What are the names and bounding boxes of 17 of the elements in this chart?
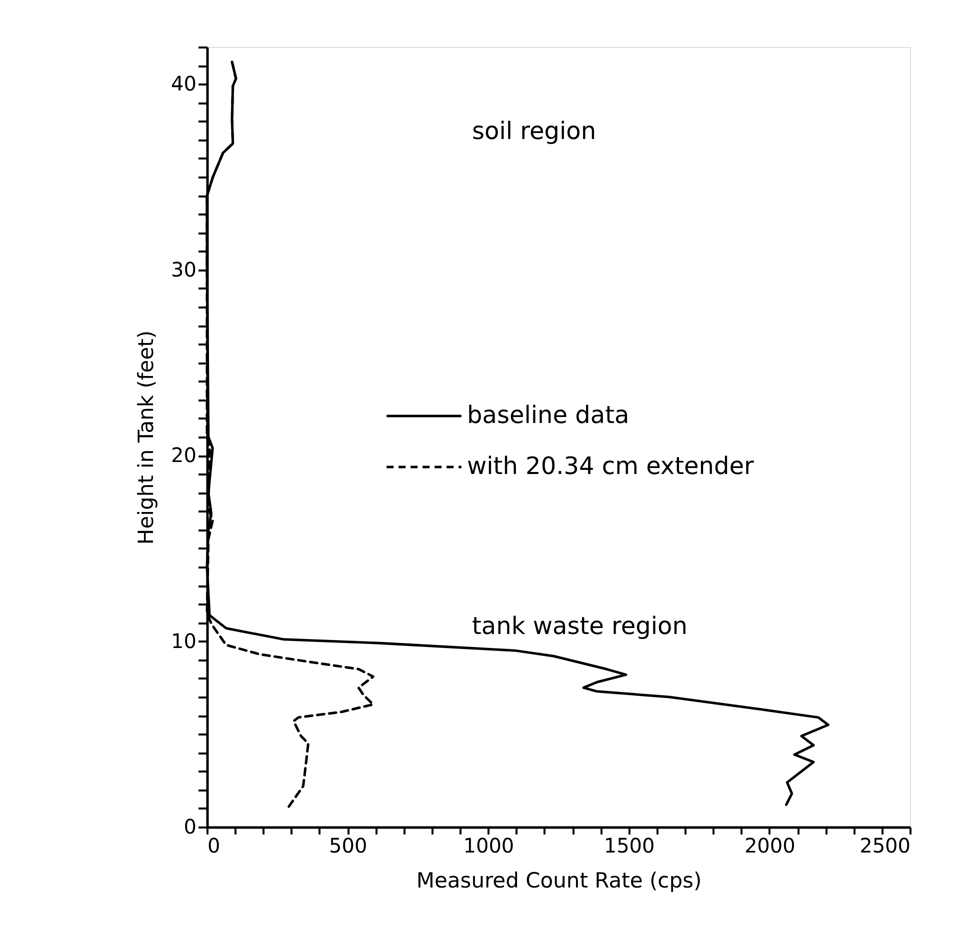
legend-label: baseline data (467, 401, 630, 429)
y-tick-label: 30 (171, 257, 196, 282)
x-tick-label: 2000 (744, 834, 796, 858)
y-tick-label: 0 (184, 814, 196, 838)
x-tick-label: 0 (208, 834, 220, 858)
x-tick-label: 1500 (604, 834, 655, 858)
legend-label: with 20.34 cm extender (467, 452, 754, 480)
y-tick-label: 20 (171, 443, 196, 468)
x-tick-label: 1000 (463, 834, 514, 858)
x-axis-title: Measured Count Rate (cps) (416, 868, 702, 892)
annotation: tank waste region (472, 612, 688, 640)
y-axis-title: Height in Tank (feet) (134, 330, 158, 545)
annotation: soil region (472, 117, 596, 145)
y-tick-label: 10 (171, 628, 196, 653)
x-tick-label: 500 (329, 834, 368, 858)
y-tick-label: 40 (171, 72, 196, 96)
x-tick-label: 2500 (860, 834, 910, 858)
